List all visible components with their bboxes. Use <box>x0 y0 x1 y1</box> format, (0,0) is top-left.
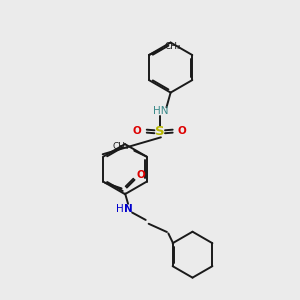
Text: CH₃: CH₃ <box>165 42 182 51</box>
Text: N: N <box>124 204 132 214</box>
Text: O: O <box>136 170 145 180</box>
Text: O: O <box>178 126 187 136</box>
Text: H: H <box>116 204 124 214</box>
Text: HN: HN <box>153 106 169 116</box>
Text: O: O <box>133 126 142 136</box>
Text: S: S <box>155 125 164 138</box>
Text: CH₃: CH₃ <box>112 142 129 152</box>
